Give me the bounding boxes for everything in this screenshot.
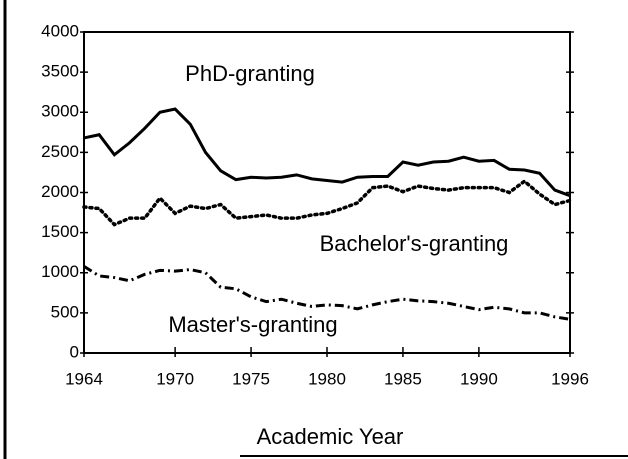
series-label: Master's-granting: [168, 312, 337, 337]
plot-frame: [83, 31, 571, 354]
y-tick-label: 1500: [41, 222, 79, 241]
y-tick-label: 3500: [41, 62, 79, 81]
x-tick-label: 1964: [65, 369, 103, 388]
series-label: Bachelor's-granting: [320, 231, 509, 256]
y-tick-label: 1000: [41, 262, 79, 281]
x-tick-label: 1985: [384, 369, 422, 388]
series-line: [82, 179, 572, 227]
y-tick-label: 2500: [41, 142, 79, 161]
x-tick-label: 1980: [308, 369, 346, 388]
x-axis-label: Academic Year: [257, 424, 404, 449]
x-tick-label: 1990: [460, 369, 498, 388]
x-tick-label: 1996: [551, 369, 589, 388]
x-tick-label: 1975: [232, 369, 270, 388]
y-tick-label: 2000: [41, 182, 79, 201]
y-tick-label: 4000: [41, 21, 79, 40]
series-line: [83, 265, 571, 321]
x-tick-label: 1970: [156, 369, 194, 388]
y-tick-label: 500: [51, 302, 79, 321]
series-line: [83, 107, 571, 198]
series-label: PhD-granting: [185, 61, 315, 86]
y-tick-label: 3000: [41, 102, 79, 121]
y-tick-label: 0: [70, 342, 79, 361]
